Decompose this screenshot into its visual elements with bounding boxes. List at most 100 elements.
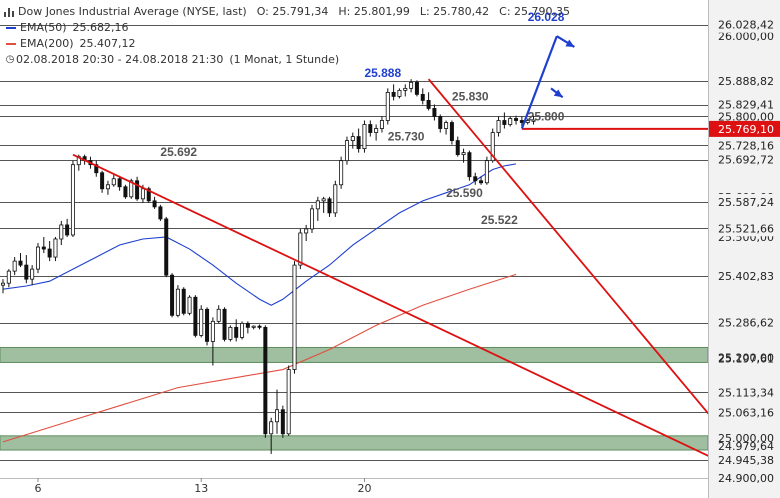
candle-body	[216, 308, 221, 322]
price-axis-label: 25.587,24	[718, 196, 774, 209]
candle	[193, 295, 198, 338]
candle-body	[251, 325, 256, 328]
candle-body	[228, 326, 233, 340]
legend-ema200[interactable]: EMA(200) 25.407,12	[4, 36, 570, 52]
candle-body	[263, 326, 268, 435]
ema200-line	[2, 273, 517, 443]
candle	[473, 172, 478, 185]
candle	[245, 321, 250, 334]
candle	[309, 204, 314, 233]
ema200-swatch	[6, 43, 16, 45]
candle-body	[18, 260, 23, 266]
trendline	[427, 78, 710, 415]
candle	[350, 132, 355, 149]
candle	[432, 104, 437, 121]
candle-body	[240, 322, 245, 338]
candle-body	[41, 246, 46, 250]
candle-body	[193, 296, 198, 336]
candle-body	[280, 409, 285, 435]
candle	[251, 325, 256, 330]
candle-body	[164, 218, 169, 276]
candle	[53, 236, 58, 262]
candle-body	[403, 87, 408, 91]
candle	[514, 115, 519, 125]
candle	[333, 180, 338, 217]
chart-legend: Dow Jones Industrial Average (NYSE, last…	[4, 4, 570, 68]
candle	[397, 88, 402, 99]
support-zone	[0, 346, 709, 363]
candle-body	[30, 268, 35, 280]
candle	[257, 324, 262, 330]
candle	[362, 120, 367, 153]
candle	[531, 115, 536, 125]
candle	[181, 287, 186, 316]
legend-range: ◷ 02.08.2018 20:30 - 24.08.2018 21:30 (1…	[4, 52, 570, 68]
candle-body	[479, 180, 484, 184]
period-text: (1 Monat, 1 Stunde)	[229, 53, 340, 66]
candle	[292, 261, 297, 374]
candle	[426, 92, 431, 111]
candle	[216, 305, 221, 324]
candle	[117, 176, 122, 191]
forecast-arrow-segment	[520, 35, 558, 129]
candle	[210, 317, 215, 366]
candle-body	[426, 100, 431, 109]
candle-body	[0, 282, 6, 286]
candle-body	[315, 200, 320, 210]
candle	[146, 186, 151, 203]
candle	[30, 265, 35, 286]
candle-body	[444, 122, 449, 129]
candle	[0, 279, 6, 294]
legend-ema50[interactable]: EMA(50) 25.682,16	[4, 20, 570, 36]
candle-body	[309, 208, 314, 230]
candle-body	[35, 246, 40, 270]
candle-body	[105, 184, 110, 190]
candle	[175, 285, 180, 318]
date-range: 02.08.2018 20:30 - 24.08.2018 21:30	[16, 53, 224, 66]
candle	[286, 365, 291, 436]
candle	[158, 204, 163, 221]
candle-body	[339, 160, 344, 186]
price-annotation: 25.888	[364, 66, 401, 80]
candle-body	[269, 421, 274, 435]
candle-body	[245, 322, 250, 328]
candle-body	[94, 164, 99, 174]
candle	[467, 150, 472, 181]
candle	[94, 160, 99, 177]
candle-body	[175, 288, 180, 316]
price-axis-label-bg	[710, 220, 780, 237]
price-axis-label-bg	[710, 193, 780, 210]
ema50-label: EMA(50)	[20, 21, 67, 34]
candle-body	[111, 178, 116, 186]
ohlc-close-value: 25.790,35	[514, 5, 571, 18]
candle	[222, 307, 227, 342]
price-axis-label: 26.000,00	[718, 30, 774, 43]
candle-body	[257, 325, 262, 328]
price-axis-label-bg	[710, 72, 780, 89]
price-axis-label: 25.200,00	[718, 351, 774, 364]
price-axis-label-bg	[710, 151, 780, 168]
price-annotation: 25.730	[388, 130, 425, 144]
price-axis-label: 25.286,62	[718, 317, 774, 330]
candle-body	[344, 140, 349, 162]
candle	[111, 174, 116, 187]
candle	[455, 136, 460, 157]
candle-body	[70, 164, 75, 236]
price-axis-label-bg	[710, 314, 780, 331]
price-axis-label-bg	[710, 137, 780, 154]
candle-body	[455, 140, 460, 156]
ohlc-high-key: H:	[338, 5, 351, 18]
candle	[385, 88, 390, 125]
candle-body	[397, 89, 402, 97]
candle-body	[205, 308, 210, 342]
price-axis-label: 25.063,16	[718, 406, 774, 419]
candle	[70, 160, 75, 237]
candle-body	[473, 176, 478, 182]
candle	[327, 196, 332, 217]
candle-body	[531, 119, 536, 122]
candle-body	[368, 124, 373, 133]
candle-body	[187, 296, 192, 314]
x-tick-label: 20	[357, 482, 371, 495]
